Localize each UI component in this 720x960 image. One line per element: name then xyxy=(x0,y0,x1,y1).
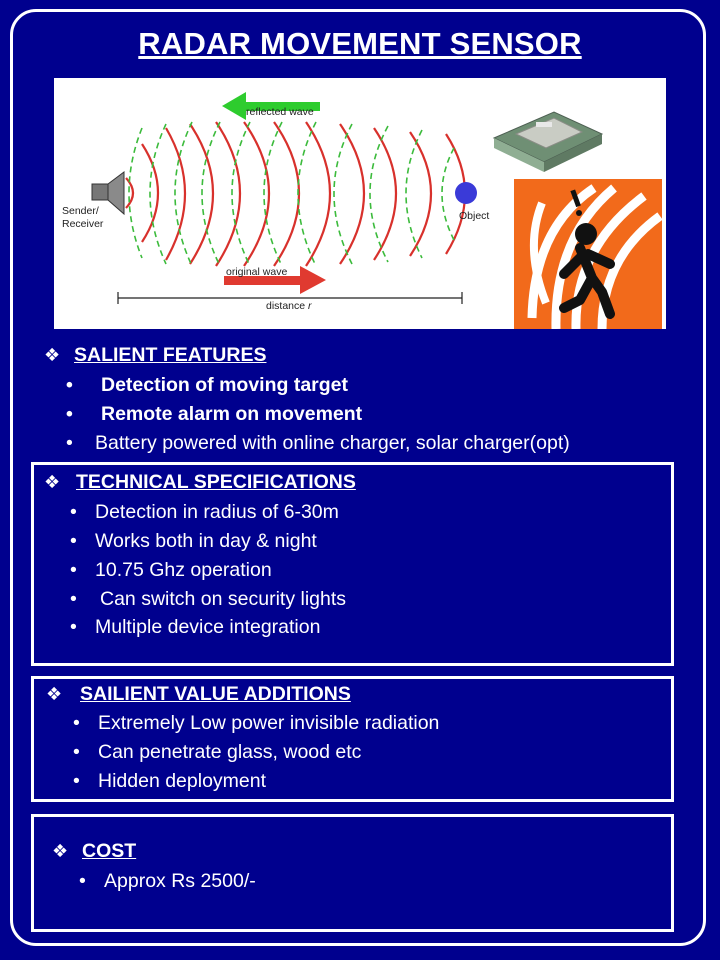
list-item: • Extremely Low power invisible radiation xyxy=(73,712,440,734)
section-marker-icon: ❖ xyxy=(44,345,61,365)
distance-label: distance r xyxy=(266,300,312,312)
list-item: • Remote alarm on movement xyxy=(66,403,363,425)
list-item: • Detection of moving target xyxy=(66,374,349,396)
list-item: • 10.75 Ghz operation xyxy=(70,559,272,581)
list-item: • Battery powered with online charger, so… xyxy=(66,432,570,454)
list-item: • Can penetrate glass, wood etc xyxy=(73,741,362,763)
list-item: • Hidden deployment xyxy=(73,770,267,792)
salient-features-heading: SALIENT FEATURES xyxy=(74,344,267,366)
list-item: • Detection in radius of 6-30m xyxy=(70,501,339,523)
page-title: RADAR MOVEMENT SENSOR xyxy=(138,26,582,61)
sender-receiver-icon xyxy=(91,171,125,216)
page-frame xyxy=(10,9,706,946)
technical-specifications-box xyxy=(31,462,674,666)
radar-wave-diagram xyxy=(91,92,663,329)
original-wave-arrow xyxy=(224,266,326,294)
section-marker-icon: ❖ xyxy=(52,841,69,861)
distance-marker xyxy=(117,292,463,304)
radar-module-image xyxy=(492,111,604,172)
technical-specifications-heading: TECHNICAL SPECIFICATIONS xyxy=(76,471,356,493)
reflected-wave-label: reflected wave xyxy=(246,106,314,118)
sender-receiver-label: Sender/ Receiver xyxy=(62,205,104,230)
cost-box xyxy=(31,814,674,932)
radar-illustration: reflected wave original wave Sender/ Rec… xyxy=(54,78,666,329)
list-item: • Can switch on security lights xyxy=(70,588,347,610)
original-wave-label: original wave xyxy=(226,266,288,278)
list-item: • Approx Rs 2500/- xyxy=(79,870,256,892)
warning-sign-image xyxy=(514,179,663,329)
cost-heading: COST xyxy=(82,840,137,862)
section-marker-icon: ❖ xyxy=(46,684,63,704)
value-additions-box xyxy=(31,676,674,802)
reflected-wave-arcs xyxy=(128,121,455,267)
object-label: Object xyxy=(459,210,490,222)
value-additions-heading: SAILIENT VALUE ADDITIONS xyxy=(80,683,351,705)
original-wave-arcs xyxy=(125,121,467,267)
section-marker-icon: ❖ xyxy=(44,472,61,492)
object-dot xyxy=(455,182,477,204)
list-item: • Multiple device integration xyxy=(70,616,321,638)
list-item: • Works both in day & night xyxy=(70,530,317,552)
reflected-wave-arrow xyxy=(222,92,320,120)
